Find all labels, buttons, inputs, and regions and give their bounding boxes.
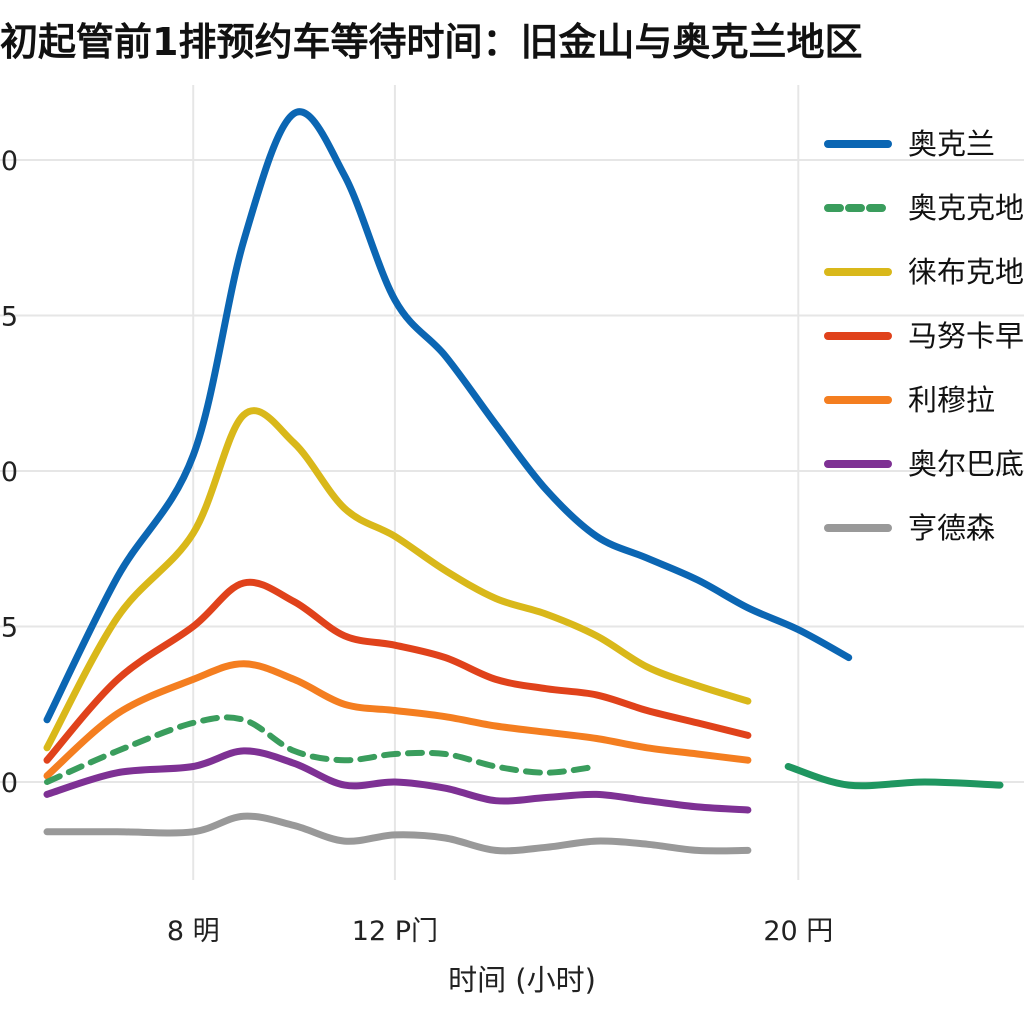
series-line-1: [44, 714, 600, 785]
x-tick-label-0: 8 明: [167, 916, 220, 947]
y-tick-label-2: 0: [1, 457, 18, 488]
legend-label-5: 奥尔巴底: [908, 447, 1024, 481]
y-tick-label-4: 0: [1, 146, 18, 177]
y-tick-label-3: 5: [1, 302, 18, 333]
series-segment-0: [784, 763, 1004, 790]
legend-label-3: 马努卡早: [908, 319, 1024, 353]
legend-item-6: 亨德森: [824, 511, 995, 545]
chart-title: 初起管前1排预约车等待时间：旧金山与奥克兰地区: [0, 20, 862, 64]
series-line-4: [43, 660, 752, 780]
legend-label-0: 奥克兰: [908, 127, 995, 161]
legend-label-1: 奥克克地: [908, 191, 1024, 225]
legend-label-2: 徕布克地: [908, 255, 1024, 289]
legend-label-6: 亨德森: [908, 511, 995, 545]
legend-item-3: 马努卡早: [824, 319, 1024, 353]
series-line-0: [43, 108, 853, 724]
x-tick-label-2: 20 円: [763, 916, 833, 947]
legend-item-2: 徕布克地: [824, 255, 1024, 289]
legend-label-4: 利穆拉: [908, 383, 995, 417]
x-axis-title: 时间 (小时): [448, 963, 596, 997]
y-tick-label-1: 5: [1, 613, 18, 644]
series-line-6: [43, 812, 752, 855]
tick-labels: 8 明 12 P门 20 円 0 5 0 5 0: [1, 146, 833, 947]
grid: [0, 85, 1024, 880]
series-layer: [43, 108, 1004, 855]
series-line-2: [43, 407, 752, 752]
y-tick-label-0: 0: [1, 768, 18, 799]
legend-item-5: 奥尔巴底: [824, 447, 1024, 481]
legend-item-1: 奥克克地: [824, 191, 1024, 225]
x-tick-label-1: 12 P门: [352, 916, 438, 947]
series-line-3: [43, 578, 752, 764]
legend-item-0: 奥克兰: [824, 127, 995, 161]
series-line-5: [43, 747, 752, 814]
legend-item-4: 利穆拉: [824, 383, 995, 417]
